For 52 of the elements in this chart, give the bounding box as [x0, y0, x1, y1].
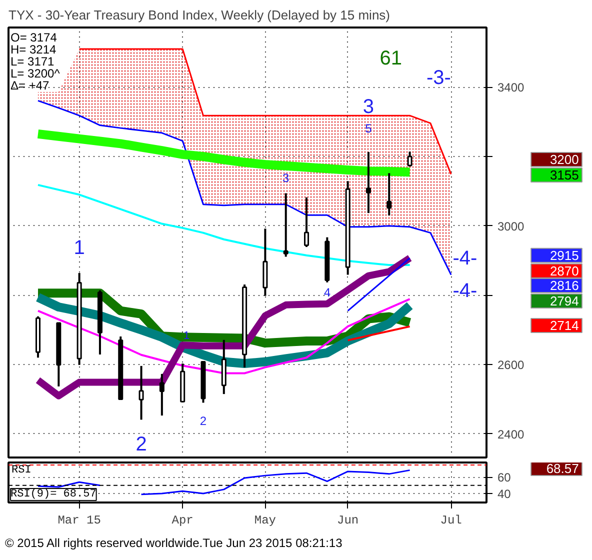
- annotation: -3-: [426, 66, 451, 89]
- annotation: 61: [380, 48, 402, 70]
- annotation: 4: [324, 285, 331, 300]
- y-tick-label: 60: [498, 470, 512, 485]
- y-tick-label: 3000: [498, 219, 525, 234]
- candlestick: [283, 192, 288, 258]
- text: © 2015 All rights reserved worldwide.: [5, 535, 203, 552]
- y-axis-title: RSI: [12, 464, 32, 476]
- annotation: O= 3174: [10, 30, 58, 44]
- candlestick: [159, 372, 164, 417]
- annotation: -4-: [452, 248, 478, 270]
- text: 2816: [550, 278, 579, 293]
- annotation: L= 3171: [10, 54, 55, 68]
- line-series: [37, 298, 411, 374]
- annotation: H= 3214: [10, 42, 57, 56]
- chart-title: TYX - 30-Year Treasury Bond Index, Weekly (Delayed by 15 mins): [8, 8, 390, 22]
- y-tick-label: 2400: [498, 427, 525, 442]
- text: 2794: [550, 293, 579, 308]
- candlestick: [138, 364, 144, 421]
- text: 3155: [550, 167, 579, 182]
- candlestick: [407, 150, 412, 168]
- text: 2915: [550, 248, 579, 263]
- candlestick: [304, 196, 310, 248]
- annotation: 1: [184, 330, 190, 342]
- annotation: Δ= +47: [10, 78, 50, 92]
- annotation: 1: [74, 237, 85, 260]
- text: 3200: [550, 152, 579, 168]
- x-tick-label: Mar 15: [58, 514, 101, 528]
- text: Tue Jun 23 2015 08:21:13: [202, 535, 342, 552]
- x-tick-label: Jun: [337, 514, 359, 528]
- annotation: 3: [282, 170, 290, 185]
- annotation: 5: [365, 121, 372, 136]
- y-tick-label: 2600: [498, 358, 525, 372]
- line-series: [37, 184, 411, 266]
- text: 2714: [550, 318, 579, 333]
- annotation: 3: [362, 96, 374, 118]
- x-tick-label: Apr: [172, 514, 194, 528]
- candlestick: [366, 150, 371, 214]
- y-tick-label: 40: [498, 487, 512, 502]
- annotation: 2: [136, 434, 147, 456]
- text: 68.57: [546, 461, 579, 476]
- annotation: 2: [200, 414, 207, 428]
- text: 2870: [550, 263, 579, 278]
- x-tick-label: May: [254, 514, 276, 528]
- y-tick-label: 3400: [498, 80, 525, 95]
- candlestick: [386, 172, 392, 216]
- annotation: L= 3200^: [10, 66, 60, 80]
- x-tick-label: Jul: [440, 514, 462, 528]
- line-series: [78, 48, 452, 175]
- line-series: [37, 100, 452, 276]
- annotation: -4-: [452, 280, 478, 302]
- annotation: RSI(9)= 68.57: [10, 488, 96, 500]
